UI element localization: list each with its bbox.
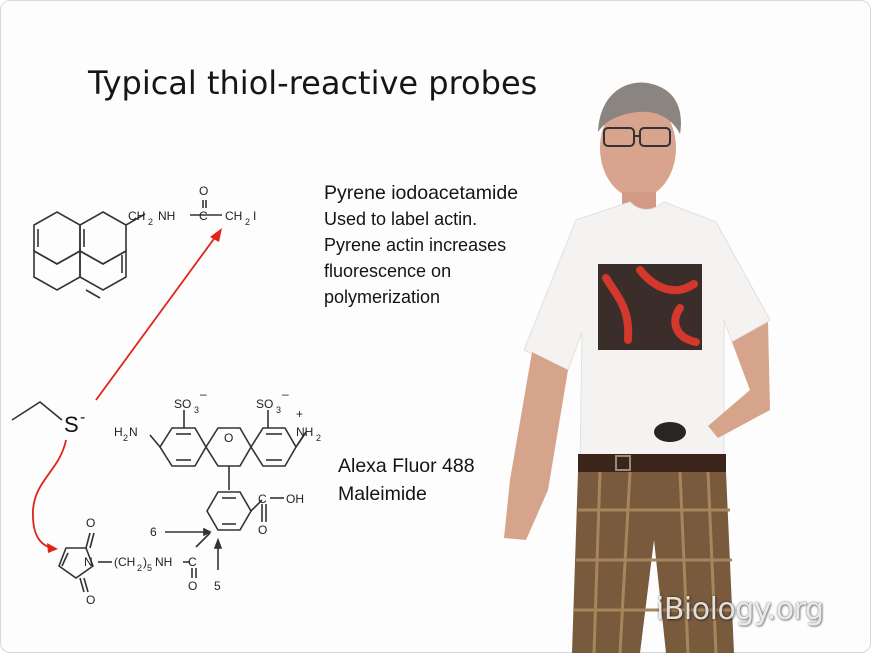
probe1-line: Pyrene iodoacetamide xyxy=(324,182,519,204)
label-nh2-sub: 2 xyxy=(316,433,321,443)
label-position-6: 6 xyxy=(150,525,157,539)
label-minus-right: – xyxy=(282,387,289,401)
probe2-line: Maleimide xyxy=(338,483,427,505)
probe2-line: Alexa Fluor 488 xyxy=(338,455,475,477)
label-position-5: 5 xyxy=(214,579,221,593)
slide-title: Typical thiol-reactive probes xyxy=(88,64,538,102)
presenter-figure xyxy=(504,82,771,653)
probe1-line: Pyrene actin increases xyxy=(324,235,507,255)
label-c: C xyxy=(199,209,208,223)
probe2-description: Alexa Fluor 488 Maleimide xyxy=(338,452,475,508)
ibiology-watermark: iBiology.org xyxy=(656,592,824,627)
label-cooh-oh: OH xyxy=(286,492,304,506)
arrow-head-maleimide xyxy=(47,543,58,553)
label-cooh-o: O xyxy=(258,523,267,537)
thiolate-charge: - xyxy=(80,409,85,426)
label-sub2b: 2 xyxy=(245,217,250,227)
label-amide-nh: NH xyxy=(155,555,172,569)
label-sub3-right: 3 xyxy=(276,405,281,415)
arrow-head-up xyxy=(210,228,222,242)
pyrene-structure xyxy=(33,211,146,299)
label-o: O xyxy=(199,184,208,198)
label-sub3-left: 3 xyxy=(194,405,199,415)
probe1-description: Pyrene iodoacetamide Used to label actin… xyxy=(324,180,518,310)
label-so3-right: SO xyxy=(256,397,273,411)
label-nh: NH xyxy=(158,209,175,223)
label-ch2: CH xyxy=(128,209,145,223)
label-sub2: 2 xyxy=(148,217,153,227)
xanthene-structure xyxy=(149,410,307,490)
label-h2n-h: H xyxy=(114,425,123,439)
label-nh2: NH xyxy=(296,425,313,439)
label-amide-o: O xyxy=(188,579,197,593)
probe1-line: fluorescence on xyxy=(324,261,452,281)
label-plus: + xyxy=(296,407,303,421)
benzoate-ring xyxy=(165,491,284,570)
thiolate-s: S xyxy=(64,412,79,437)
label-maleimide-o-bottom: O xyxy=(86,593,95,607)
label-paren: ) xyxy=(143,555,147,569)
label-maleimide-n: N xyxy=(84,555,93,569)
label-ch2-5-sub2: 2 xyxy=(137,563,142,573)
label-i: I xyxy=(253,209,256,223)
label-so3-left: SO xyxy=(174,397,191,411)
maleimide-structure xyxy=(58,532,197,593)
label-ch2-5-sub5: 5 xyxy=(147,563,152,573)
reaction-arrows xyxy=(32,235,217,549)
label-cooh-c: C xyxy=(258,492,267,506)
label-maleimide-o-top: O xyxy=(86,516,95,530)
probe1-line: Used to label actin. xyxy=(324,209,478,229)
label-ch2-5: (CH xyxy=(114,555,135,569)
label-h2n-sub: 2 xyxy=(123,433,128,443)
probe1-line: polymerization xyxy=(324,287,441,307)
label-ch2i: CH xyxy=(225,209,242,223)
label-minus-left: – xyxy=(200,387,207,401)
label-h2n-n: N xyxy=(129,425,138,439)
label-ring-o: O xyxy=(224,431,233,445)
label-amide-c: C xyxy=(188,555,197,569)
